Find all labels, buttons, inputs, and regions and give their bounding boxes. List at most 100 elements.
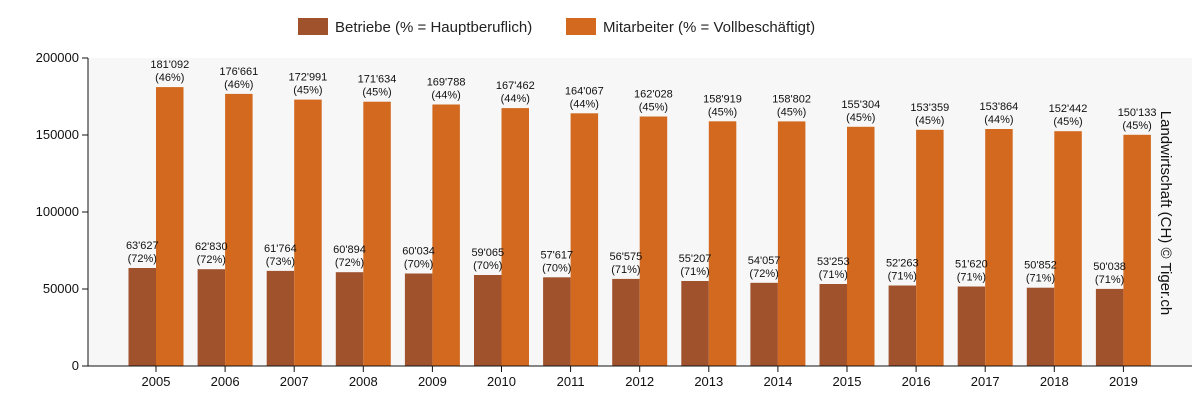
- bar-betriebe-2012: [612, 278, 640, 366]
- bar-mitarbeiter-2016: [916, 129, 944, 366]
- data-label-value: 55'207: [679, 253, 712, 265]
- data-label-percent: (71%): [1095, 274, 1124, 286]
- data-label-percent: (44%): [431, 90, 460, 102]
- data-label-value: 61'764: [264, 243, 297, 255]
- data-label-percent: (71%): [1026, 273, 1055, 285]
- legend-label-1: Betriebe (% = Hauptberuflich): [335, 19, 532, 36]
- legend: Betriebe (% = Hauptberuflich) Mitarbeiter…: [298, 18, 815, 36]
- data-label-percent: (44%): [501, 93, 530, 105]
- bar-mitarbeiter-2012: [639, 116, 668, 366]
- bar-betriebe-2005: [128, 268, 156, 366]
- data-label-value: 53'253: [817, 256, 850, 268]
- x-tick-label: 2015: [833, 374, 862, 389]
- x-tick-label: 2017: [971, 374, 1000, 389]
- data-label-percent: (71%): [888, 271, 917, 283]
- data-label-value: 54'057: [748, 255, 781, 267]
- x-tick-label: 2006: [211, 374, 240, 389]
- y-tick-label: 150000: [36, 127, 79, 142]
- data-label-percent: (71%): [819, 269, 848, 281]
- bar-betriebe-2007: [266, 270, 295, 366]
- data-label-percent: (44%): [984, 114, 1013, 126]
- data-label-percent: (70%): [542, 262, 571, 274]
- data-label-percent: (70%): [473, 260, 502, 272]
- data-label-value: 172'991: [288, 72, 327, 84]
- data-label-value: 164'067: [565, 85, 604, 97]
- data-label-percent: (45%): [362, 87, 391, 99]
- bar-mitarbeiter-2005: [156, 87, 184, 366]
- data-label-percent: (45%): [1053, 116, 1082, 128]
- data-label-value: 176'661: [219, 66, 258, 78]
- bar-mitarbeiter-2006: [225, 93, 253, 367]
- x-tick-label: 2010: [487, 374, 516, 389]
- x-tick-label: 2013: [694, 374, 723, 389]
- data-label-value: 153'359: [910, 102, 949, 114]
- data-label-value: 57'617: [540, 249, 573, 261]
- bar-betriebe-2013: [681, 281, 709, 366]
- bar-mitarbeiter-2014: [777, 121, 806, 367]
- x-tick-label: 2009: [418, 374, 447, 389]
- bar-mitarbeiter-2017: [985, 129, 1013, 366]
- data-label-value: 150'133: [1118, 107, 1157, 119]
- axes-group: 0 50000 100000 150000 200000 2005 2006 2007 2008…: [36, 50, 1192, 389]
- data-label-value: 51'620: [955, 259, 988, 271]
- data-label-value: 59'065: [471, 247, 504, 259]
- bar-mitarbeiter-2015: [847, 126, 875, 366]
- bar-betriebe-2010: [474, 275, 502, 366]
- data-label-percent: (72%): [749, 268, 778, 280]
- data-label-percent: (45%): [846, 112, 875, 124]
- bar-betriebe-2015: [819, 284, 847, 366]
- bar-mitarbeiter-2008: [363, 101, 391, 366]
- x-tick-label: 2012: [625, 374, 654, 389]
- data-label-value: 60'894: [333, 244, 366, 256]
- bar-mitarbeiter-2009: [432, 104, 460, 366]
- data-label-percent: (45%): [777, 106, 806, 118]
- y-tick-label: 200000: [36, 50, 79, 65]
- y-tick-label: 50000: [43, 281, 79, 296]
- data-label-percent: (71%): [680, 266, 709, 278]
- data-label-percent: (45%): [639, 102, 668, 114]
- data-label-value: 162'028: [634, 89, 673, 101]
- data-label-percent: (72%): [128, 253, 157, 265]
- data-label-percent: (45%): [708, 106, 737, 118]
- data-label-value: 181'092: [150, 59, 189, 71]
- x-tick-label: 2016: [902, 374, 931, 389]
- data-label-percent: (46%): [155, 72, 184, 84]
- legend-swatch-2: [566, 18, 596, 35]
- x-tick-label: 2007: [280, 374, 309, 389]
- data-label-value: 153'864: [979, 101, 1018, 113]
- bar-betriebe-2011: [543, 277, 571, 366]
- x-tick-label: 2018: [1040, 374, 1069, 389]
- data-label-value: 50'852: [1024, 260, 1057, 272]
- data-label-value: 171'634: [358, 74, 397, 86]
- data-label-value: 158'919: [703, 93, 742, 105]
- bars-group: [128, 87, 1151, 367]
- bar-betriebe-2014: [750, 282, 778, 366]
- x-tick-label: 2008: [349, 374, 378, 389]
- data-label-value: 60'034: [402, 246, 435, 258]
- data-label-value: 56'575: [610, 251, 643, 263]
- bar-mitarbeiter-2011: [570, 113, 599, 366]
- x-tick-label: 2014: [763, 374, 792, 389]
- data-label-value: 167'462: [496, 80, 535, 92]
- data-label-percent: (71%): [611, 264, 640, 276]
- data-label-percent: (72%): [335, 257, 364, 269]
- data-label-value: 62'830: [195, 241, 228, 253]
- bar-mitarbeiter-2007: [294, 99, 322, 366]
- data-label-percent: (72%): [197, 254, 226, 266]
- bar-betriebe-2019: [1095, 288, 1124, 366]
- bar-mitarbeiter-2019: [1123, 134, 1151, 366]
- data-label-percent: (45%): [293, 85, 322, 97]
- data-label-value: 155'304: [841, 99, 880, 111]
- legend-label-2: Mitarbeiter (% = Vollbeschäftigt): [603, 19, 815, 36]
- data-label-percent: (73%): [266, 256, 295, 268]
- bar-mitarbeiter-2018: [1054, 131, 1082, 366]
- bar-mitarbeiter-2010: [501, 108, 529, 366]
- bar-betriebe-2006: [197, 269, 226, 366]
- data-label-value: 50'038: [1093, 261, 1126, 273]
- y-tick-label: 100000: [36, 204, 79, 219]
- x-tick-label: 2011: [557, 374, 585, 389]
- data-label-value: 158'802: [772, 93, 811, 105]
- side-label: Landwirtschaft (CH) © Tiger.ch: [1157, 111, 1174, 315]
- data-label-percent: (44%): [570, 98, 599, 110]
